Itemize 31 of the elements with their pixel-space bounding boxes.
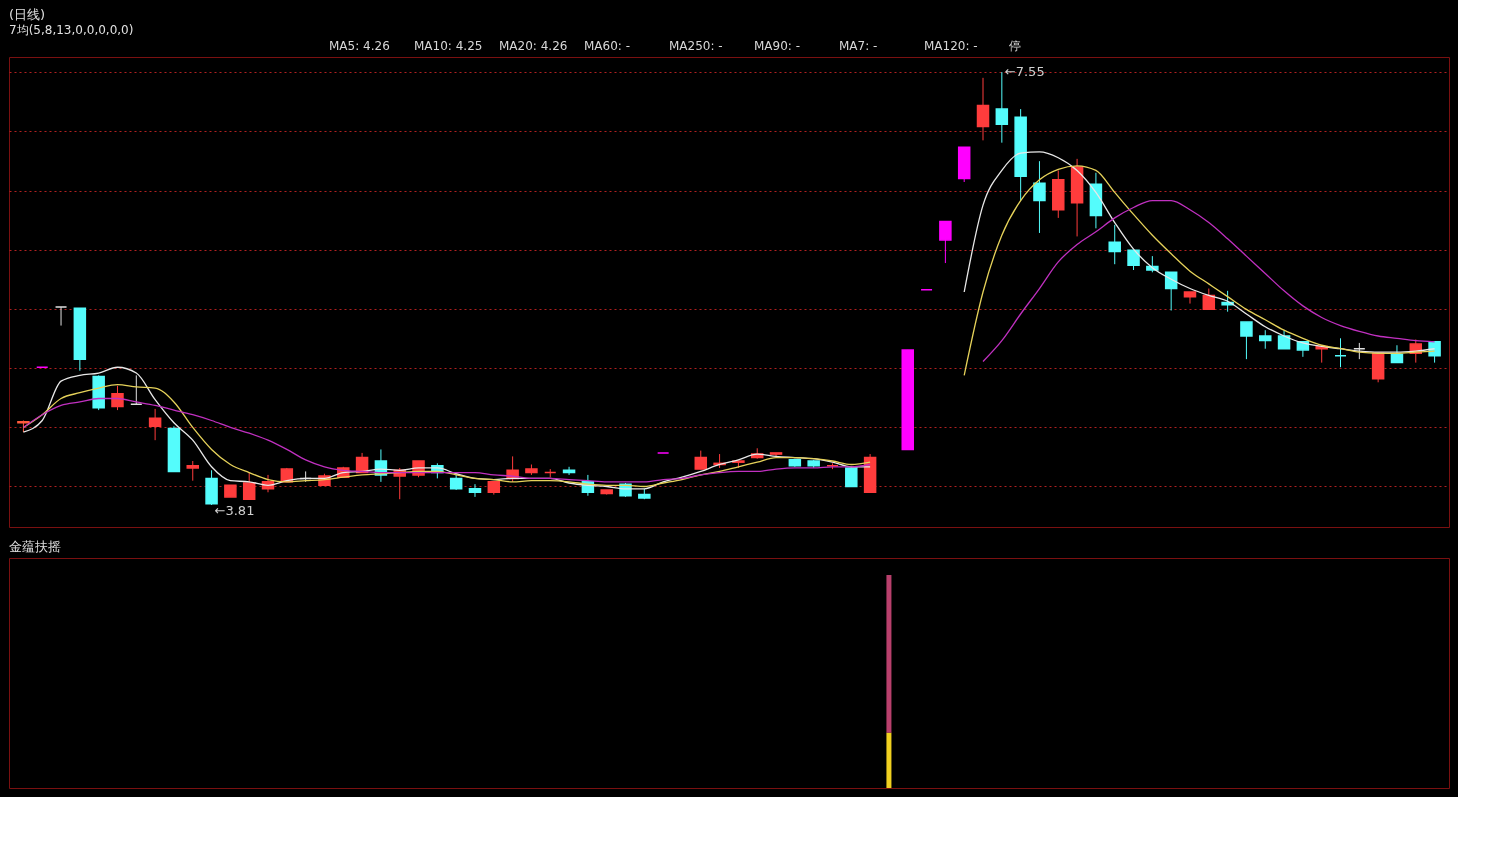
candlestick <box>242 472 256 500</box>
candlestick <box>468 483 482 498</box>
text: MA250: - <box>669 39 723 53</box>
text: 停 <box>1009 39 1021 53</box>
candlestick <box>1240 321 1253 360</box>
candlestick <box>1259 329 1272 350</box>
annotation: ←3.81 <box>214 503 255 518</box>
candlestick <box>939 220 952 264</box>
candlestick <box>1033 160 1046 234</box>
candlestick <box>1108 224 1121 265</box>
candlestick <box>54 306 68 327</box>
candlestick <box>148 408 162 441</box>
annotation: ←7.55 <box>1004 64 1045 80</box>
candlestick <box>1127 249 1140 271</box>
candlestick <box>694 450 708 470</box>
candlestick <box>186 460 199 482</box>
text: MA20: 4.26 <box>499 39 568 53</box>
text: MA120: - <box>924 39 978 53</box>
text: MA7: - <box>839 39 878 53</box>
chart-subtitle: 7均(5,8,13,0,0,0,0,0) <box>9 23 134 37</box>
candlestick <box>1183 291 1197 305</box>
candlestick <box>976 77 990 141</box>
text: MA60: - <box>584 39 631 53</box>
candlestick <box>130 374 143 406</box>
text: MA5: 4.26 <box>329 39 390 53</box>
text: MA90: - <box>754 39 801 53</box>
candlestick <box>111 385 124 411</box>
chart-title: 金蕴扶摇 <box>9 539 61 554</box>
chart-title: (日线) <box>9 7 46 22</box>
candlestick <box>1334 337 1347 368</box>
text: MA10: 4.25 <box>414 39 483 53</box>
